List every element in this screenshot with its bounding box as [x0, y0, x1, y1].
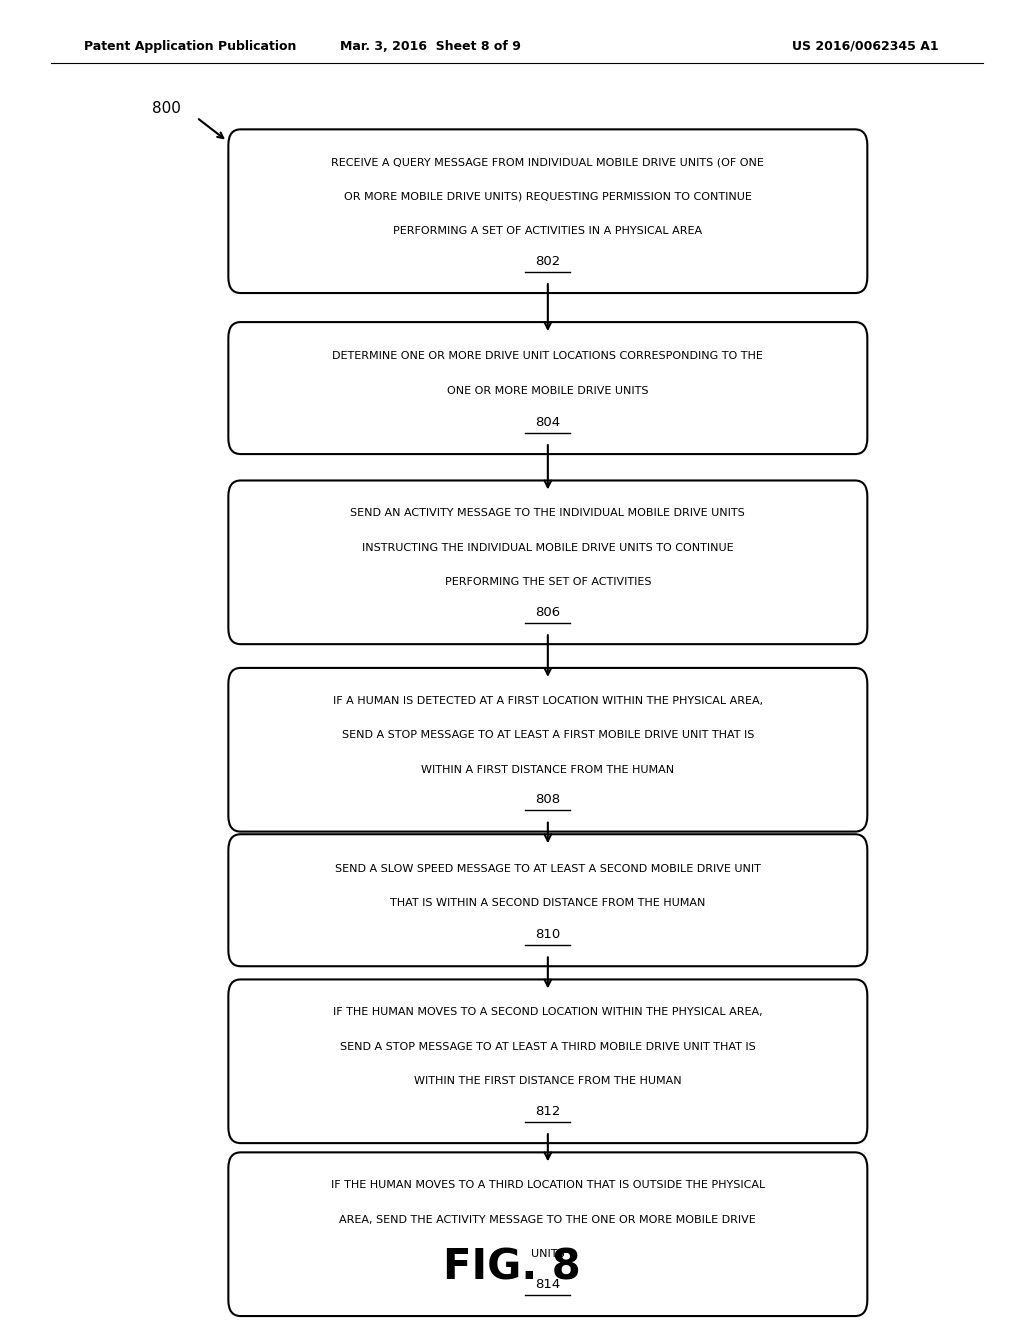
FancyBboxPatch shape — [228, 129, 867, 293]
Text: PERFORMING A SET OF ACTIVITIES IN A PHYSICAL AREA: PERFORMING A SET OF ACTIVITIES IN A PHYS… — [393, 226, 702, 236]
Text: FIG. 8: FIG. 8 — [443, 1246, 581, 1288]
Text: WITHIN A FIRST DISTANCE FROM THE HUMAN: WITHIN A FIRST DISTANCE FROM THE HUMAN — [421, 764, 675, 775]
Text: THAT IS WITHIN A SECOND DISTANCE FROM THE HUMAN: THAT IS WITHIN A SECOND DISTANCE FROM TH… — [390, 898, 706, 908]
Text: AREA, SEND THE ACTIVITY MESSAGE TO THE ONE OR MORE MOBILE DRIVE: AREA, SEND THE ACTIVITY MESSAGE TO THE O… — [340, 1214, 756, 1225]
Text: Mar. 3, 2016  Sheet 8 of 9: Mar. 3, 2016 Sheet 8 of 9 — [340, 40, 520, 53]
FancyBboxPatch shape — [228, 834, 867, 966]
Text: SEND A SLOW SPEED MESSAGE TO AT LEAST A SECOND MOBILE DRIVE UNIT: SEND A SLOW SPEED MESSAGE TO AT LEAST A … — [335, 863, 761, 874]
Text: Patent Application Publication: Patent Application Publication — [84, 40, 296, 53]
FancyBboxPatch shape — [228, 668, 867, 832]
Text: RECEIVE A QUERY MESSAGE FROM INDIVIDUAL MOBILE DRIVE UNITS (OF ONE: RECEIVE A QUERY MESSAGE FROM INDIVIDUAL … — [332, 157, 764, 168]
Text: 812: 812 — [536, 1105, 560, 1118]
Text: 806: 806 — [536, 606, 560, 619]
Text: US 2016/0062345 A1: US 2016/0062345 A1 — [792, 40, 939, 53]
Text: ONE OR MORE MOBILE DRIVE UNITS: ONE OR MORE MOBILE DRIVE UNITS — [447, 385, 648, 396]
Text: DETERMINE ONE OR MORE DRIVE UNIT LOCATIONS CORRESPONDING TO THE: DETERMINE ONE OR MORE DRIVE UNIT LOCATIO… — [333, 351, 763, 362]
Text: 810: 810 — [536, 928, 560, 941]
Text: IF THE HUMAN MOVES TO A THIRD LOCATION THAT IS OUTSIDE THE PHYSICAL: IF THE HUMAN MOVES TO A THIRD LOCATION T… — [331, 1180, 765, 1191]
Text: PERFORMING THE SET OF ACTIVITIES: PERFORMING THE SET OF ACTIVITIES — [444, 577, 651, 587]
Text: INSTRUCTING THE INDIVIDUAL MOBILE DRIVE UNITS TO CONTINUE: INSTRUCTING THE INDIVIDUAL MOBILE DRIVE … — [362, 543, 733, 553]
Text: IF A HUMAN IS DETECTED AT A FIRST LOCATION WITHIN THE PHYSICAL AREA,: IF A HUMAN IS DETECTED AT A FIRST LOCATI… — [333, 696, 763, 706]
FancyBboxPatch shape — [228, 979, 867, 1143]
Text: 800: 800 — [152, 100, 180, 116]
Text: SEND A STOP MESSAGE TO AT LEAST A FIRST MOBILE DRIVE UNIT THAT IS: SEND A STOP MESSAGE TO AT LEAST A FIRST … — [342, 730, 754, 741]
Text: SEND AN ACTIVITY MESSAGE TO THE INDIVIDUAL MOBILE DRIVE UNITS: SEND AN ACTIVITY MESSAGE TO THE INDIVIDU… — [350, 508, 745, 519]
Text: OR MORE MOBILE DRIVE UNITS) REQUESTING PERMISSION TO CONTINUE: OR MORE MOBILE DRIVE UNITS) REQUESTING P… — [344, 191, 752, 202]
Text: 808: 808 — [536, 793, 560, 807]
FancyBboxPatch shape — [228, 480, 867, 644]
Text: SEND A STOP MESSAGE TO AT LEAST A THIRD MOBILE DRIVE UNIT THAT IS: SEND A STOP MESSAGE TO AT LEAST A THIRD … — [340, 1041, 756, 1052]
Text: 802: 802 — [536, 255, 560, 268]
Text: UNITS: UNITS — [531, 1249, 564, 1259]
FancyBboxPatch shape — [228, 1152, 867, 1316]
Text: 804: 804 — [536, 416, 560, 429]
Text: IF THE HUMAN MOVES TO A SECOND LOCATION WITHIN THE PHYSICAL AREA,: IF THE HUMAN MOVES TO A SECOND LOCATION … — [333, 1007, 763, 1018]
FancyBboxPatch shape — [228, 322, 867, 454]
Text: WITHIN THE FIRST DISTANCE FROM THE HUMAN: WITHIN THE FIRST DISTANCE FROM THE HUMAN — [414, 1076, 682, 1086]
Text: 814: 814 — [536, 1278, 560, 1291]
